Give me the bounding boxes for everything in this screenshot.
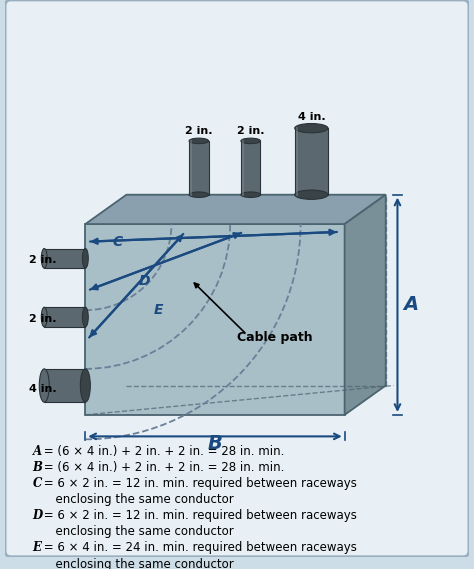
Text: B: B	[208, 434, 222, 453]
Text: = 6 × 2 in. = 12 in. min. required between raceways: = 6 × 2 in. = 12 in. min. required betwe…	[40, 509, 357, 522]
Text: E: E	[154, 303, 164, 317]
Text: enclosing the same conductor: enclosing the same conductor	[33, 558, 233, 569]
Text: = 6 × 4 in. = 24 in. min. required between raceways: = 6 × 4 in. = 24 in. min. required betwe…	[40, 542, 357, 554]
Ellipse shape	[41, 249, 47, 268]
Text: A: A	[403, 295, 419, 314]
Ellipse shape	[189, 138, 209, 143]
Text: Cable path: Cable path	[237, 332, 313, 344]
Text: 2 in.: 2 in.	[185, 126, 213, 136]
Text: 2 in.: 2 in.	[237, 126, 264, 136]
Text: B: B	[33, 461, 42, 474]
Text: C: C	[33, 477, 42, 490]
Ellipse shape	[81, 369, 91, 402]
Ellipse shape	[189, 192, 209, 197]
Text: enclosing the same conductor: enclosing the same conductor	[33, 525, 233, 538]
Ellipse shape	[295, 190, 328, 199]
Polygon shape	[295, 128, 328, 195]
Polygon shape	[345, 195, 386, 415]
Polygon shape	[85, 224, 345, 415]
Text: 2 in.: 2 in.	[28, 255, 56, 265]
Polygon shape	[44, 249, 85, 268]
Ellipse shape	[41, 307, 47, 327]
Ellipse shape	[241, 138, 261, 143]
Polygon shape	[241, 141, 261, 195]
Text: D: D	[33, 509, 43, 522]
Text: = (6 × 4 in.) + 2 in. + 2 in. = 28 in. min.: = (6 × 4 in.) + 2 in. + 2 in. = 28 in. m…	[40, 444, 285, 457]
Polygon shape	[44, 307, 85, 327]
Text: E: E	[33, 542, 42, 554]
Text: enclosing the same conductor: enclosing the same conductor	[33, 493, 233, 506]
Polygon shape	[44, 369, 85, 402]
Text: = 6 × 2 in. = 12 in. min. required between raceways: = 6 × 2 in. = 12 in. min. required betwe…	[40, 477, 357, 490]
Text: 4 in.: 4 in.	[298, 112, 325, 122]
Ellipse shape	[82, 307, 88, 327]
Ellipse shape	[295, 123, 328, 133]
Ellipse shape	[39, 369, 49, 402]
Polygon shape	[189, 141, 209, 195]
Text: A: A	[33, 444, 42, 457]
Text: 2 in.: 2 in.	[28, 314, 56, 324]
FancyBboxPatch shape	[5, 0, 469, 556]
Text: 4 in.: 4 in.	[28, 384, 56, 394]
Text: D: D	[139, 274, 151, 288]
Text: C: C	[113, 234, 123, 249]
Ellipse shape	[82, 249, 88, 268]
Text: = (6 × 4 in.) + 2 in. + 2 in. = 28 in. min.: = (6 × 4 in.) + 2 in. + 2 in. = 28 in. m…	[40, 461, 285, 474]
Ellipse shape	[241, 192, 261, 197]
Polygon shape	[85, 195, 386, 224]
